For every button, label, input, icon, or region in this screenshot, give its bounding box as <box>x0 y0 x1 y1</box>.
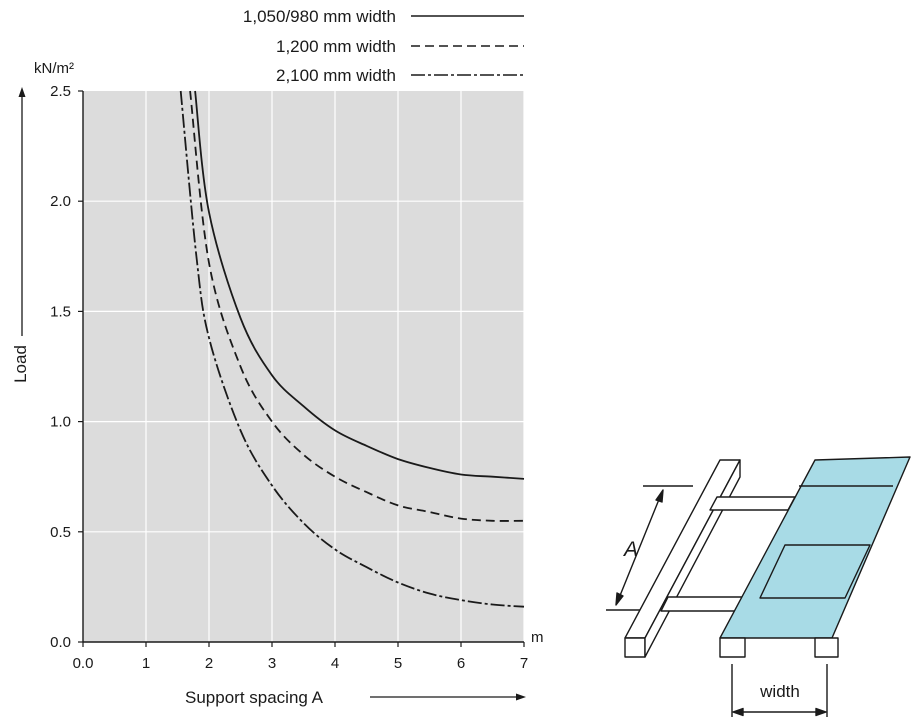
series-group <box>179 90 525 608</box>
x-axis-title: Support spacing A <box>185 688 526 707</box>
y-unit-label: kN/m² <box>34 60 74 77</box>
width-arrow-left <box>732 707 744 717</box>
y-tick-label: 2.0 <box>50 193 71 210</box>
dimension-a-arrow-top <box>655 489 664 503</box>
deck-panel-inner <box>759 544 871 599</box>
series-line-solid <box>194 90 525 480</box>
y-tick-labels: 0.0 0.5 1.0 1.5 2.0 2.5 <box>50 83 83 651</box>
x-tick-label: 3 <box>268 655 276 672</box>
y-axis-arrow-head <box>18 87 26 97</box>
back-crossbar <box>709 496 796 511</box>
x-tick-label: 0.0 <box>73 655 94 672</box>
x-tick-labels: 0.0 1 2 3 4 5 6 7 <box>73 642 528 672</box>
right-beam-end <box>814 637 839 658</box>
middle-beam-end <box>719 637 746 658</box>
legend-label-dashed: 1,200 mm width <box>276 37 396 56</box>
spacing-a-label: A <box>622 538 638 561</box>
y-axis-title: Load <box>11 87 30 383</box>
left-beam-end <box>624 637 646 658</box>
grid <box>83 91 525 642</box>
width-label: width <box>759 682 800 701</box>
x-tick-label: 4 <box>331 655 339 672</box>
x-tick-label: 5 <box>394 655 402 672</box>
x-tick-label: 7 <box>520 655 528 672</box>
x-axis-arrow-head <box>516 693 526 701</box>
y-tick-label: 0.0 <box>50 634 71 651</box>
series-line-dashed <box>189 90 525 522</box>
y-tick-label: 2.5 <box>50 83 71 100</box>
y-tick-label: 1.5 <box>50 303 71 320</box>
legend-label-solid: 1,050/980 mm width <box>243 7 396 26</box>
y-tick-label: 1.0 <box>50 414 71 431</box>
legend: 1,050/980 mm width 1,200 mm width 2,100 … <box>243 7 524 85</box>
y-tick-label: 0.5 <box>50 524 71 541</box>
x-unit-label: m <box>531 629 544 646</box>
y-axis-label: Load <box>11 345 30 383</box>
support-diagram <box>606 456 911 717</box>
x-tick-label: 1 <box>142 655 150 672</box>
dimension-a-arrow-bottom <box>615 592 624 606</box>
series-line-dashdot <box>179 90 525 608</box>
x-tick-label: 2 <box>205 655 213 672</box>
x-tick-label: 6 <box>457 655 465 672</box>
width-arrow-right <box>815 707 827 717</box>
x-axis-label: Support spacing A <box>185 688 324 707</box>
dimension-a-line <box>616 491 663 604</box>
legend-label-dashdot: 2,100 mm width <box>276 66 396 85</box>
plot-area <box>83 91 524 642</box>
